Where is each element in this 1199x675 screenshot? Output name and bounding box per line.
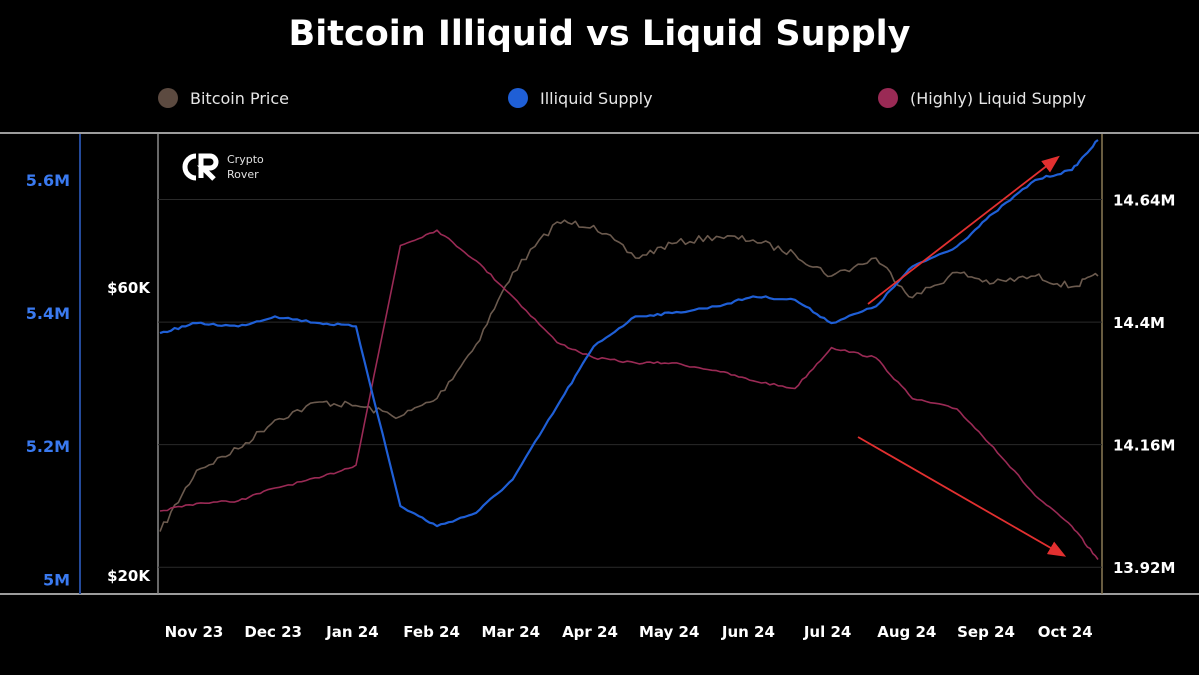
right-tick-label: 14.64M xyxy=(1113,192,1175,210)
x-tick-label: Feb 24 xyxy=(403,623,460,641)
left-outer-tick-label: 5.6M xyxy=(26,171,70,190)
right-tick-label: 14.16M xyxy=(1113,437,1175,455)
series-layer xyxy=(159,139,1099,560)
watermark-logo: Crypto Rover xyxy=(182,153,264,181)
x-tick-label: Jan 24 xyxy=(325,623,378,641)
legend-label: (Highly) Liquid Supply xyxy=(910,88,1087,108)
x-tick-label: Dec 23 xyxy=(244,623,302,641)
x-tick-label: Jun 24 xyxy=(721,623,775,641)
legend-item-illiquid-supply: Illiquid Supply xyxy=(508,88,653,108)
series-line-illiquid-supply xyxy=(159,139,1099,528)
watermark-line2: Rover xyxy=(227,168,259,181)
right-tick-label: 13.92M xyxy=(1113,559,1175,577)
legend-item-bitcoin-price: Bitcoin Price xyxy=(158,88,289,108)
legend-item-liquid-supply: (Highly) Liquid Supply xyxy=(878,88,1086,108)
axis-layer: 5M 5.2M 5.4M 5.6M $20K $60K 13.92M 14.16M 14.4M 1… xyxy=(26,171,1176,641)
legend-label: Illiquid Supply xyxy=(540,88,653,108)
x-tick-label: Oct 24 xyxy=(1038,623,1093,641)
x-tick-label: Sep 24 xyxy=(957,623,1015,641)
right-tick-label: 14.4M xyxy=(1113,314,1165,332)
grid-lines xyxy=(158,199,1102,568)
trend-arrow-down-icon xyxy=(857,436,1067,557)
left-inner-tick-label: $60K xyxy=(107,279,151,297)
x-tick-label: May 24 xyxy=(639,623,699,641)
legend-swatch-icon xyxy=(508,88,528,108)
x-tick-label: Jul 24 xyxy=(803,623,852,641)
trend-arrow-up-icon xyxy=(867,155,1060,305)
x-tick-label: Aug 24 xyxy=(877,623,936,641)
legend-label: Bitcoin Price xyxy=(190,88,289,108)
chart-title: Bitcoin Illiquid vs Liquid Supply xyxy=(288,14,911,54)
left-outer-tick-label: 5.2M xyxy=(26,437,70,456)
annotation-layer xyxy=(857,155,1067,557)
legend-swatch-icon xyxy=(158,88,178,108)
left-inner-tick-label: $20K xyxy=(107,567,151,585)
left-outer-tick-label: 5M xyxy=(43,570,70,589)
series-line-highly-liquid-supply xyxy=(159,229,1099,560)
series-line-bitcoin-price xyxy=(159,219,1099,532)
watermark-line1: Crypto xyxy=(227,153,264,166)
x-tick-label: Mar 24 xyxy=(482,623,541,641)
x-tick-label: Apr 24 xyxy=(562,623,618,641)
legend-swatch-icon xyxy=(878,88,898,108)
crypto-rover-logo-icon xyxy=(182,153,219,181)
x-tick-label: Nov 23 xyxy=(165,623,224,641)
left-outer-tick-label: 5.4M xyxy=(26,304,70,323)
